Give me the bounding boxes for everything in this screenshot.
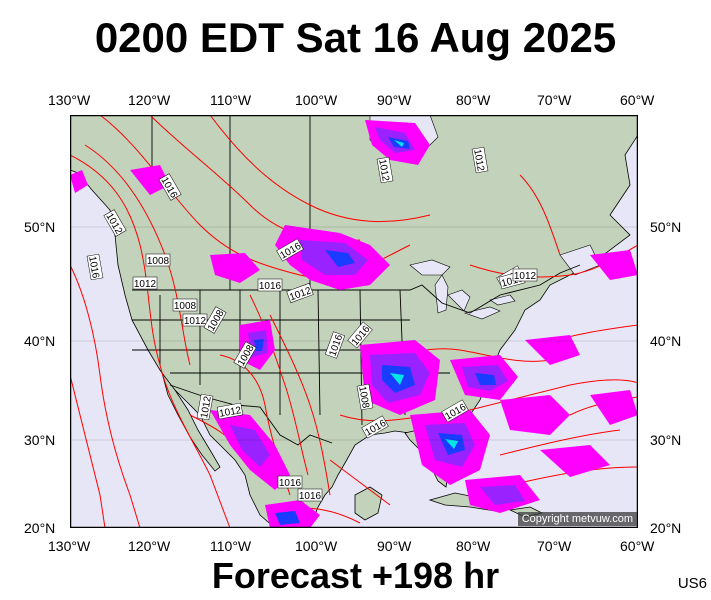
rain-area: [394, 140, 404, 147]
map-title: 0200 EDT Sat 16 Aug 2025: [94, 14, 617, 61]
isobar-label: 1012: [182, 313, 208, 327]
lon-label: 130°W: [48, 92, 91, 108]
rain-area: [130, 165, 170, 195]
lat-label: 20°N: [650, 520, 682, 536]
lat-label: 50°N: [650, 219, 682, 235]
svg-text:1016: 1016: [299, 491, 322, 502]
lon-label: 120°W: [128, 538, 171, 554]
svg-text:1012: 1012: [134, 279, 157, 290]
isobar-label: 1012: [512, 268, 538, 282]
region-code: US6: [677, 575, 707, 592]
isobar-label: 1016: [86, 253, 104, 281]
rain-area: [590, 250, 638, 280]
lon-label: 80°W: [456, 538, 491, 554]
land-baja: [161, 372, 221, 472]
rain-area: [480, 485, 525, 505]
rain-area: [445, 439, 458, 449]
svg-text:1008: 1008: [174, 301, 197, 312]
isobar-label: 1008: [172, 298, 198, 312]
svg-text:1012: 1012: [376, 158, 391, 182]
lon-label: 100°W: [295, 92, 338, 108]
lat-label: 40°N: [650, 333, 682, 349]
weather-map: 1016 1012 1016 1008 1012 1008 1012 1016 1008 1016…: [70, 115, 638, 528]
lon-label: 100°W: [295, 538, 338, 554]
land-yucatan: [354, 486, 383, 521]
isobar-label: 1016: [277, 475, 303, 489]
lat-label: 50°N: [24, 219, 56, 235]
isobar-label: 1012: [132, 276, 158, 290]
lat-label: 40°N: [24, 333, 56, 349]
lat-label: 20°N: [24, 520, 56, 536]
rain-area: [590, 390, 638, 425]
lon-label: 70°W: [537, 92, 572, 108]
svg-text:1008: 1008: [147, 256, 170, 267]
isobar-label: 1016: [257, 278, 283, 292]
isobar-label: 1016: [297, 488, 323, 502]
isobar-label: 1012: [196, 393, 214, 421]
lon-label: 60°W: [620, 92, 655, 108]
rain-area: [500, 395, 570, 435]
svg-text:1012: 1012: [218, 405, 242, 420]
map-frame: [70, 115, 638, 528]
precipitation: [70, 120, 638, 528]
lon-label: 90°W: [377, 92, 412, 108]
lon-label: 70°W: [537, 538, 572, 554]
rain-area: [475, 373, 496, 385]
isobar-label: 1008: [145, 253, 171, 267]
forecast-label: Forecast +198 hr: [211, 555, 500, 596]
svg-text:1012: 1012: [199, 395, 214, 419]
rain-area: [210, 253, 260, 283]
svg-text:1012: 1012: [514, 271, 537, 282]
lon-label: 110°W: [210, 538, 252, 554]
copyright-notice: Copyright metvuw.com: [517, 512, 637, 526]
lon-label: 120°W: [128, 92, 171, 108]
svg-text:1012: 1012: [184, 316, 207, 327]
svg-text:1008: 1008: [356, 385, 371, 409]
isobar-label: 1012: [376, 156, 394, 184]
lon-label: 80°W: [456, 92, 491, 108]
lon-label: 90°W: [377, 538, 412, 554]
rain-area: [254, 339, 264, 351]
isobar-label: 1008: [356, 383, 374, 411]
lon-label: 130°W: [48, 538, 91, 554]
rain-area: [70, 170, 88, 193]
isobar-label: 1012: [216, 402, 244, 420]
svg-text:1016: 1016: [279, 478, 302, 489]
rain-area: [275, 511, 300, 525]
rain-area: [230, 425, 270, 467]
great-lakes: [409, 259, 516, 320]
lat-label: 30°N: [24, 432, 56, 448]
svg-text:1016: 1016: [86, 255, 101, 279]
lon-label: 110°W: [210, 92, 252, 108]
lat-label: 30°N: [650, 432, 682, 448]
rain-area: [540, 445, 610, 477]
rain-area: [525, 335, 580, 365]
isobar-label: 1012: [471, 146, 489, 174]
lon-label: 60°W: [620, 538, 655, 554]
svg-text:1012: 1012: [471, 148, 486, 172]
rain-area: [390, 373, 404, 385]
svg-text:1016: 1016: [259, 281, 282, 292]
rain-area: [325, 250, 355, 267]
